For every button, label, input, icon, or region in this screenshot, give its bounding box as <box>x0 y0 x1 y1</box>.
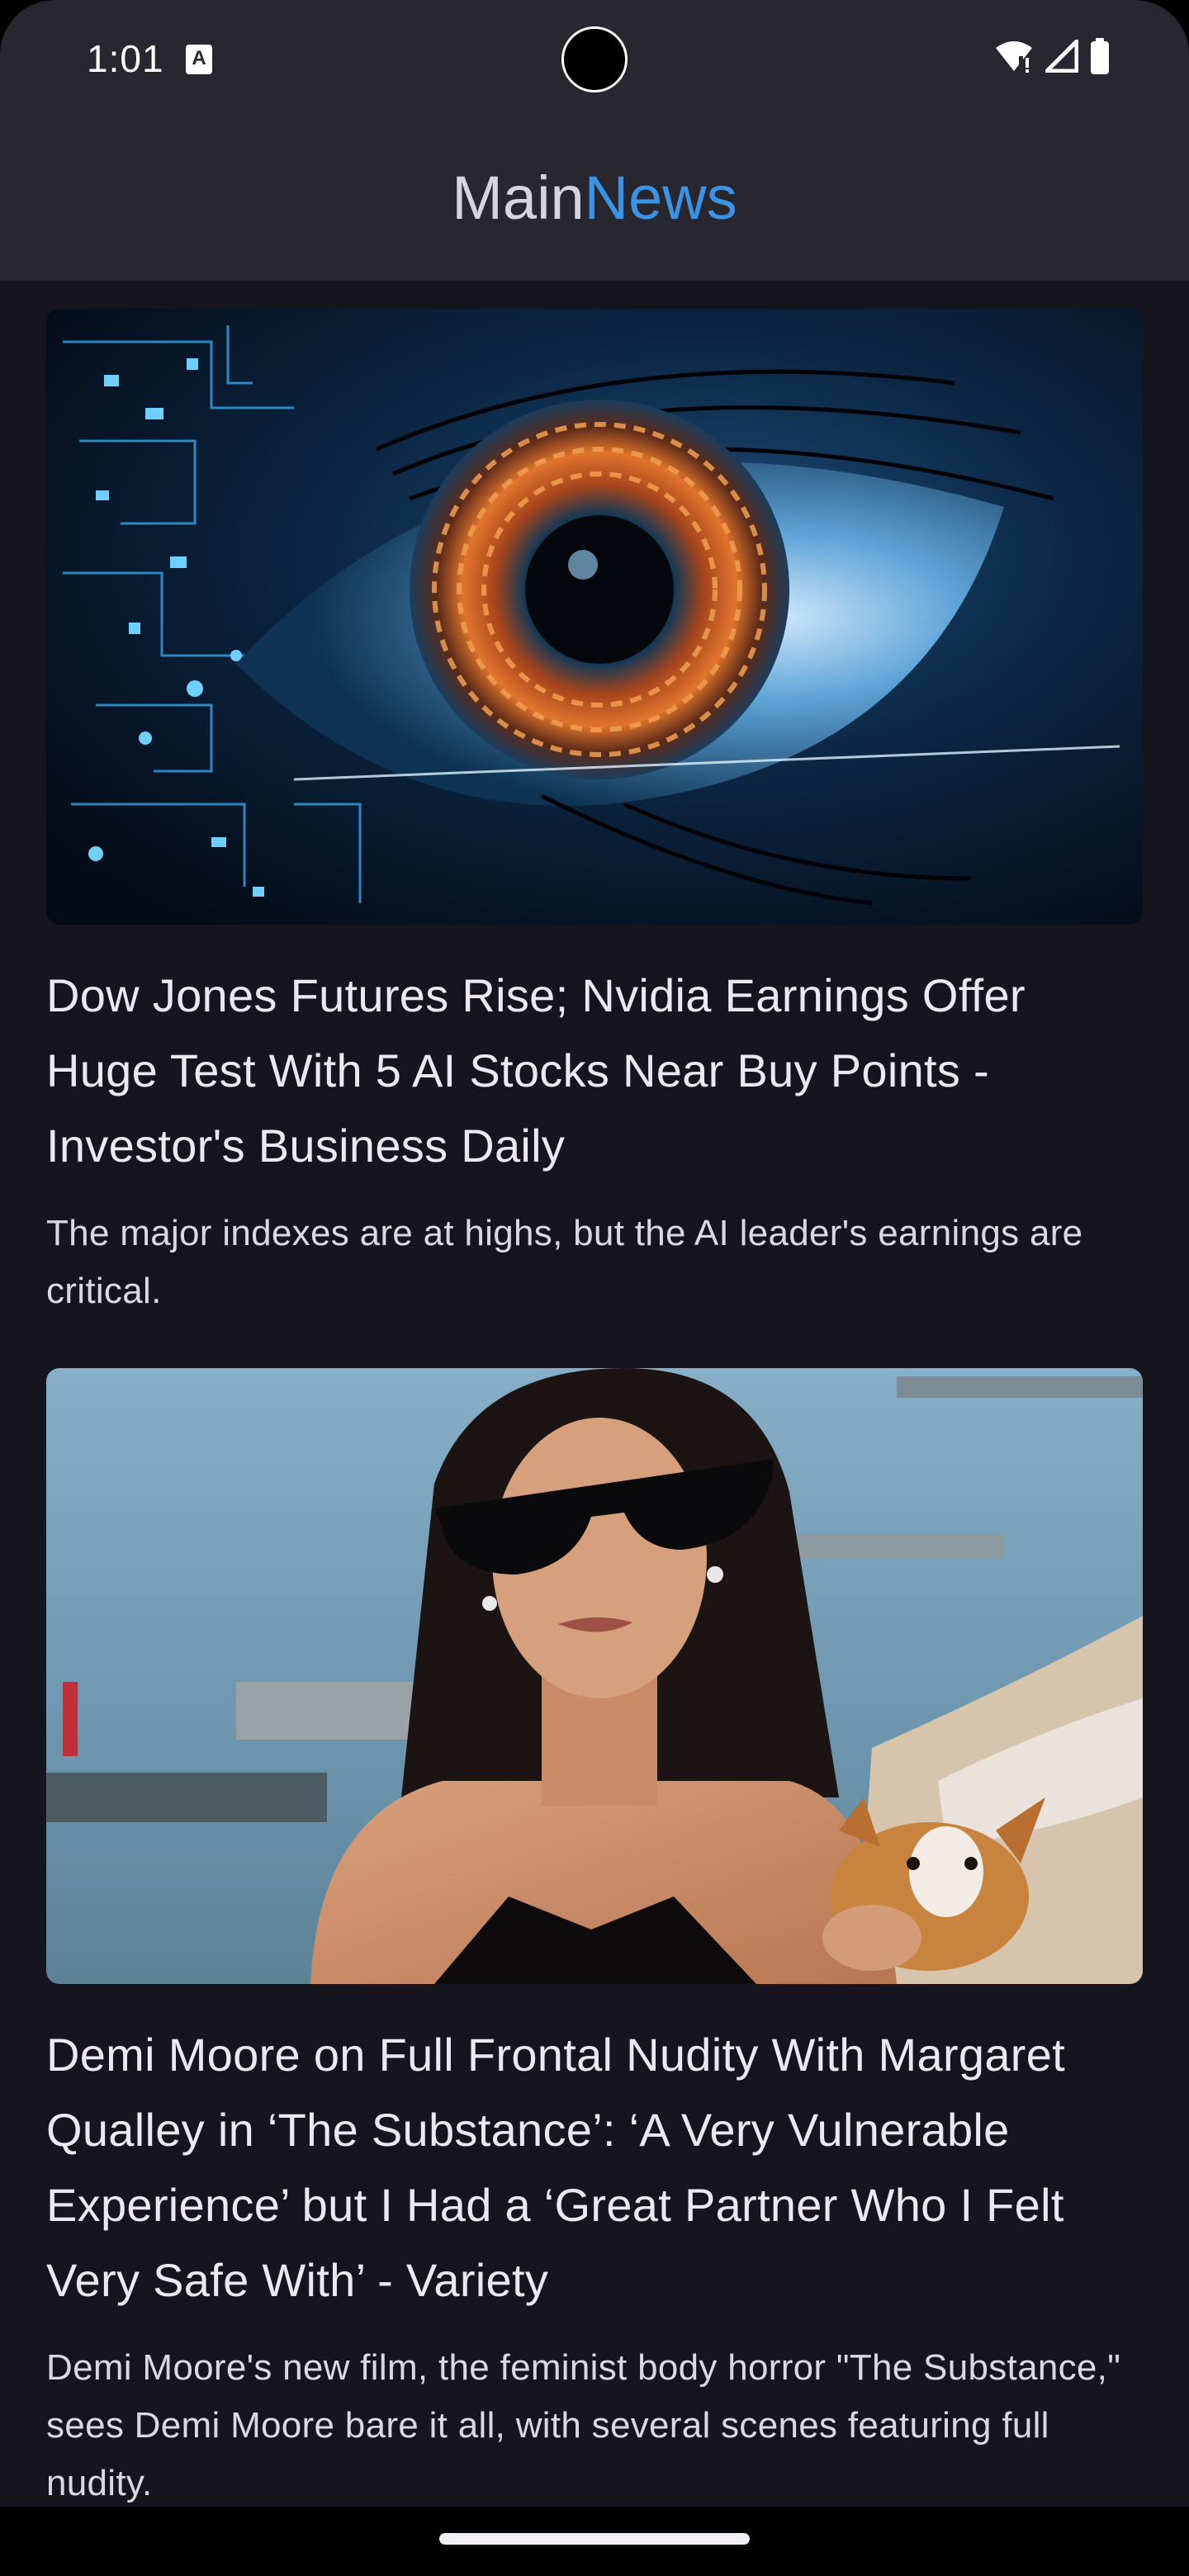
celebrity-photo-image[interactable] <box>46 1368 1143 1984</box>
app-title: MainNews <box>0 159 1189 238</box>
article-description: The major indexes are at highs, but the … <box>46 1213 1083 1311</box>
camera-cutout <box>561 26 628 92</box>
article-card[interactable]: Dow Jones Futures Rise; Nvidia Earnings … <box>46 309 1143 1320</box>
app-title-main: Main <box>452 163 585 232</box>
cyber-eye-image[interactable] <box>46 309 1143 925</box>
article-card[interactable]: Demi Moore on Full Frontal Nudity With M… <box>46 1368 1143 2512</box>
signal-icon <box>1045 39 1079 77</box>
gesture-handle[interactable] <box>439 2533 750 2545</box>
wifi-icon <box>994 40 1034 77</box>
article-headline[interactable]: Dow Jones Futures Rise; Nvidia Earnings … <box>46 969 1026 1172</box>
article-headline[interactable]: Demi Moore on Full Frontal Nudity With M… <box>46 2029 1066 2306</box>
news-feed[interactable]: Dow Jones Futures Rise; Nvidia Earnings … <box>46 309 1143 2560</box>
system-navigation-bar <box>0 2507 1189 2576</box>
notification-a-icon: A <box>186 45 212 74</box>
article-description: Demi Moore's new film, the feminist body… <box>46 2347 1121 2503</box>
top-app-bar: 1:01 A <box>0 0 1189 281</box>
status-icons <box>994 37 1110 78</box>
app-title-news: News <box>584 163 737 232</box>
battery-icon <box>1090 37 1110 78</box>
status-time: 1:01 <box>87 37 164 80</box>
